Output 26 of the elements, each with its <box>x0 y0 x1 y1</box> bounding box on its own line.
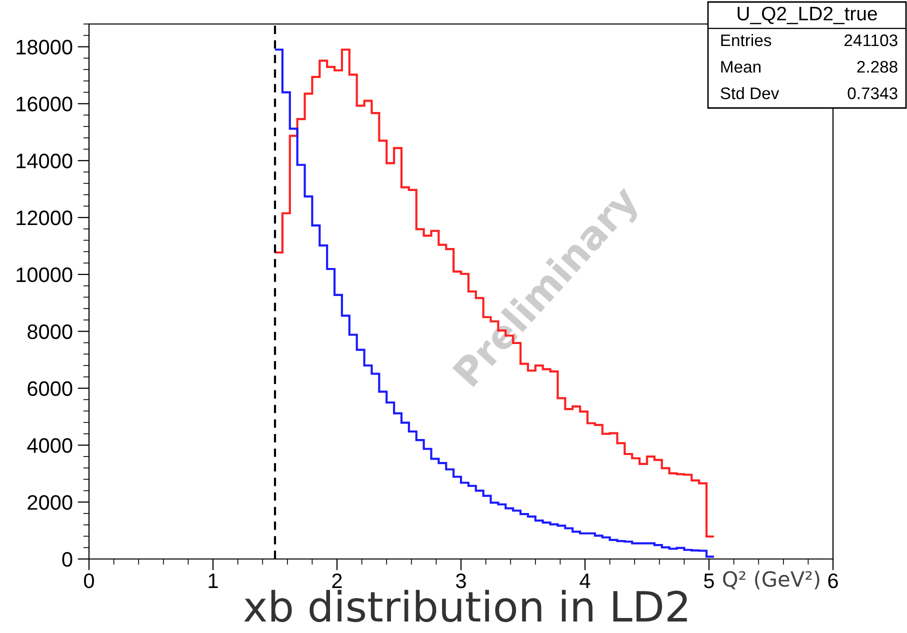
y-tick-label: 0 <box>62 552 72 567</box>
x-tick-label: 5 <box>704 574 714 588</box>
annotation: Mean <box>721 61 760 73</box>
text: 2.288 <box>857 60 898 73</box>
x-tick-label: 0 <box>84 573 94 588</box>
y-tick-label: 18000 <box>16 40 72 55</box>
y-tick-label: 8000 <box>28 324 72 340</box>
y-tick-label: 2000 <box>28 495 72 510</box>
x-tick-label: 3 <box>456 573 466 588</box>
text: 241103 <box>844 34 898 46</box>
x-axis-title: Q² (GeV²) <box>723 570 820 590</box>
y-tick-label: 6000 <box>28 381 72 396</box>
annotation: U_Q2_LD2_true <box>738 6 877 24</box>
y-tick-label: 12000 <box>16 210 72 226</box>
text: 0.7343 <box>848 87 898 100</box>
y-tick-label: 14000 <box>16 154 72 168</box>
x-tick-label: 4 <box>580 574 590 588</box>
x-tick-label: 2 <box>332 573 342 588</box>
y-tick-label: 16000 <box>16 96 72 112</box>
annotation: Std Dev <box>720 86 780 100</box>
y-tick-label: 4000 <box>27 438 72 453</box>
y-tick-label: 10000 <box>16 267 72 282</box>
x-tick-label: 1 <box>208 574 218 588</box>
x-tick-label: 6 <box>828 573 838 588</box>
text: xb distribution in LD2 <box>244 590 687 622</box>
annotation: Entries <box>721 34 772 46</box>
